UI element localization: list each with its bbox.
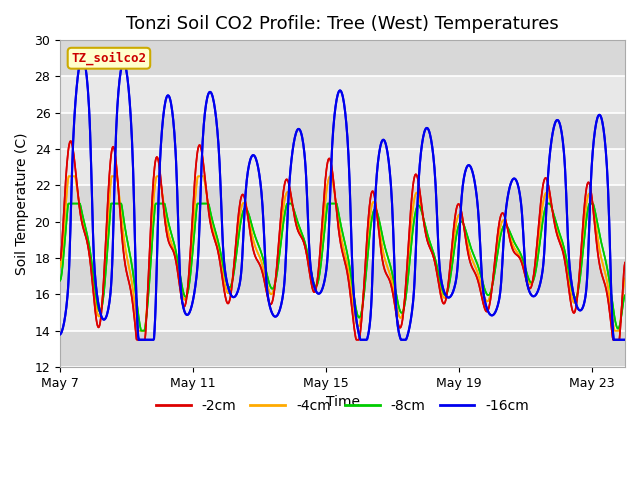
- Y-axis label: Soil Temperature (C): Soil Temperature (C): [15, 132, 29, 275]
- Bar: [60, 258, 625, 294]
- Bar: [60, 222, 625, 258]
- Bar: [60, 294, 625, 331]
- Bar: [60, 331, 625, 367]
- Title: Tonzi Soil CO2 Profile: Tree (West) Temperatures: Tonzi Soil CO2 Profile: Tree (West) Temp…: [126, 15, 559, 33]
- Bar: [60, 185, 625, 222]
- Bar: [60, 40, 625, 76]
- Bar: [60, 149, 625, 185]
- Legend: -2cm, -4cm, -8cm, -16cm: -2cm, -4cm, -8cm, -16cm: [150, 394, 534, 419]
- Text: TZ_soilco2: TZ_soilco2: [72, 51, 147, 65]
- Bar: [60, 113, 625, 149]
- X-axis label: Time: Time: [326, 396, 360, 409]
- Bar: [60, 76, 625, 113]
